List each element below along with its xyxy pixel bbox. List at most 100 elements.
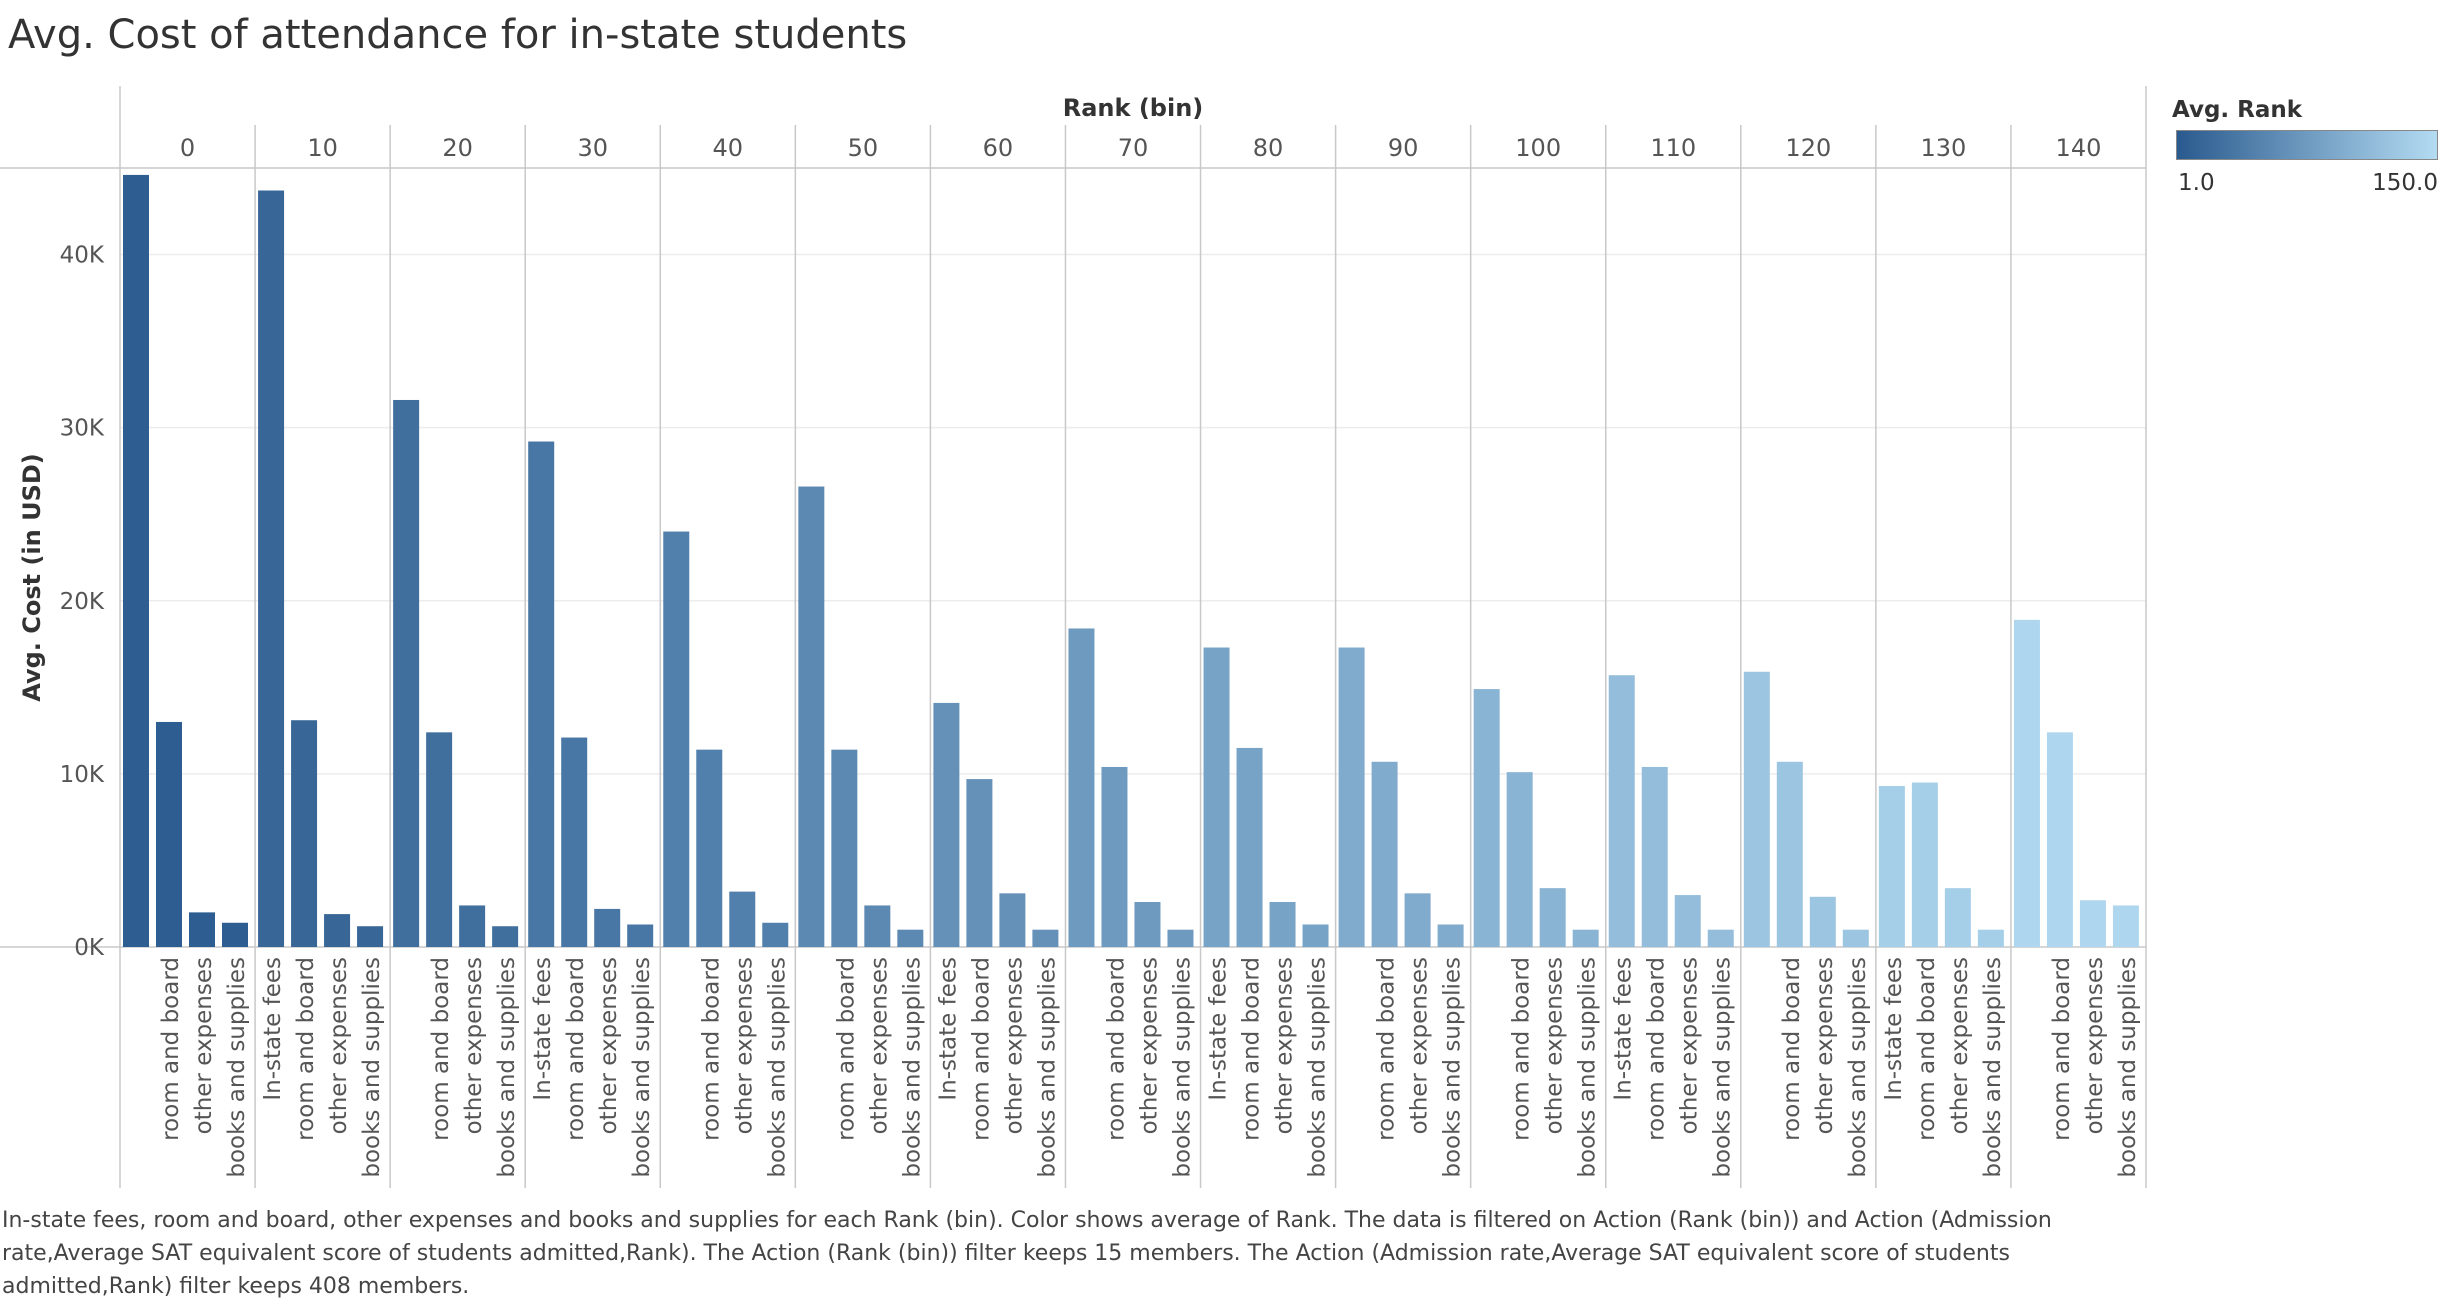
x-category-label: books and supplies xyxy=(1575,957,1601,1178)
bar xyxy=(1506,772,1533,947)
x-category-label: room and board xyxy=(293,957,319,1141)
x-category-label: room and board xyxy=(1374,957,1400,1141)
x-category-label: books and supplies xyxy=(1845,957,1871,1178)
bar xyxy=(1608,675,1635,947)
x-category-label: room and board xyxy=(428,957,454,1141)
bin-header-label: 130 xyxy=(1920,134,1966,162)
x-category-label: other expenses xyxy=(1001,957,1027,1134)
bar xyxy=(2046,732,2073,947)
bar xyxy=(222,922,248,947)
x-category-label: other expenses xyxy=(1136,957,1162,1134)
x-category-label: books and supplies xyxy=(1440,957,1466,1178)
x-category-label: books and supplies xyxy=(359,957,385,1178)
bar xyxy=(1878,786,1905,947)
x-category-label: other expenses xyxy=(191,957,217,1134)
bar xyxy=(1674,895,1701,947)
grid-lines xyxy=(120,253,2146,775)
x-category-label: books and supplies xyxy=(1980,957,2006,1178)
x-category-label: room and board xyxy=(1509,957,1535,1141)
bar xyxy=(1572,929,1599,947)
bar xyxy=(1068,628,1095,947)
bar xyxy=(2112,905,2139,947)
x-category-label: room and board xyxy=(1103,957,1129,1141)
bar xyxy=(1404,893,1431,947)
legend-title: Avg. Rank xyxy=(2172,97,2303,123)
bar xyxy=(528,441,555,947)
bin-header-label: 0 xyxy=(180,134,195,162)
bar xyxy=(1743,671,1770,947)
x-category-label: room and board xyxy=(2049,957,2075,1141)
x-category-label: room and board xyxy=(698,957,724,1141)
x-category-label: room and board xyxy=(1239,957,1265,1141)
chart-frame xyxy=(0,86,2147,1188)
x-category-label: books and supplies xyxy=(1034,957,1060,1178)
bar xyxy=(627,924,654,947)
x-category-label: books and supplies xyxy=(629,957,655,1178)
bar xyxy=(156,721,182,947)
bar xyxy=(258,190,285,947)
bar xyxy=(1539,888,1566,947)
x-category-label: room and board xyxy=(1644,957,1670,1141)
x-category-label: room and board xyxy=(968,957,994,1141)
bar xyxy=(831,749,858,947)
bin-header-label: 60 xyxy=(983,134,1014,162)
x-category-label: books and supplies xyxy=(1305,957,1331,1178)
bin-header-label: 90 xyxy=(1388,134,1419,162)
x-category-label: other expenses xyxy=(866,957,892,1134)
x-category-label: In-state fees xyxy=(1881,957,1907,1101)
bar xyxy=(897,929,924,947)
x-category-label: books and supplies xyxy=(494,957,520,1178)
x-category-label: other expenses xyxy=(1542,957,1568,1134)
chart-title: Avg. Cost of attendance for in-state stu… xyxy=(8,12,908,58)
bin-header-label: 140 xyxy=(2056,134,2102,162)
bar xyxy=(1911,782,1938,947)
chart-caption: In-state fees, room and board, other exp… xyxy=(2,1208,2052,1299)
bar xyxy=(1338,647,1365,947)
bin-header-label: 120 xyxy=(1785,134,1831,162)
x-category-label: room and board xyxy=(563,957,589,1141)
bar xyxy=(291,720,318,947)
x-category-label: other expenses xyxy=(596,957,622,1134)
y-tick-label: 30K xyxy=(60,416,105,442)
bar xyxy=(492,926,519,947)
x-category-label: room and board xyxy=(833,957,859,1141)
bar xyxy=(1269,901,1296,947)
y-tick-label: 0K xyxy=(74,935,105,961)
x-category-label: other expenses xyxy=(461,957,487,1134)
bar xyxy=(1167,929,1194,947)
bar xyxy=(729,891,756,947)
bar xyxy=(1977,929,2004,947)
x-category-label: room and board xyxy=(158,957,184,1141)
bars xyxy=(123,174,2139,948)
bin-header-label: 50 xyxy=(848,134,879,162)
color-legend-gradient[interactable] xyxy=(2176,130,2438,160)
legend-min-label: 1.0 xyxy=(2178,170,2215,196)
y-tick-label: 20K xyxy=(60,589,105,615)
bar xyxy=(393,399,420,948)
bar xyxy=(696,749,723,947)
bar xyxy=(1437,924,1464,947)
bar xyxy=(1302,924,1329,947)
bar xyxy=(798,486,825,947)
bar xyxy=(594,908,621,947)
labels: 0K 10K 20K 30K 40K Rank (bin) Avg. Cost (in US… xyxy=(18,94,2141,1178)
bar xyxy=(1776,761,1803,947)
legend-max-label: 150.0 xyxy=(2372,170,2438,196)
bar xyxy=(561,737,588,947)
bar xyxy=(2079,900,2106,947)
bar xyxy=(1707,929,1734,947)
bar xyxy=(324,914,351,947)
bar xyxy=(1641,766,1668,947)
x-axis-title: Rank (bin) xyxy=(1063,94,1204,122)
bar xyxy=(1101,766,1128,947)
x-category-label: books and supplies xyxy=(1169,957,1195,1178)
bar xyxy=(663,531,690,947)
bar xyxy=(1473,689,1500,947)
x-category-label: In-state fees xyxy=(260,957,286,1101)
x-category-label: other expenses xyxy=(1947,957,1973,1134)
bar xyxy=(1236,747,1263,947)
x-category-label: books and supplies xyxy=(224,957,250,1178)
bin-header-label: 100 xyxy=(1515,134,1561,162)
bin-header-label: 110 xyxy=(1650,134,1696,162)
x-category-label: other expenses xyxy=(326,957,352,1134)
